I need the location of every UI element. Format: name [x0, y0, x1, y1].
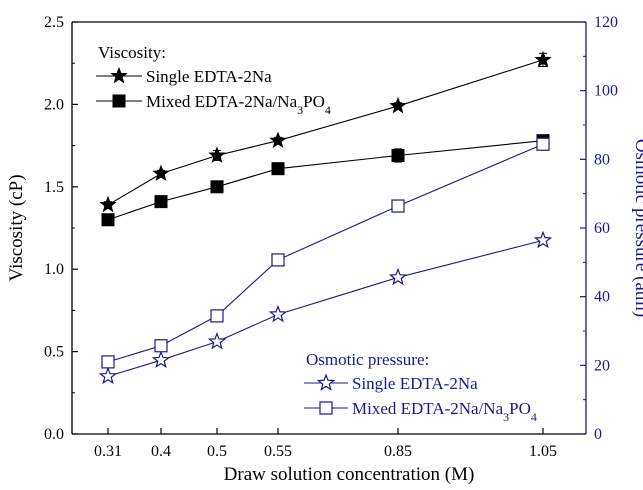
- data-point: [210, 180, 224, 194]
- right-tick-label: 80: [594, 151, 610, 168]
- data-point: [101, 213, 115, 227]
- legend-viscosity-symbols: [96, 66, 142, 108]
- data-point: [152, 164, 170, 181]
- x-tick-label: 0.55: [264, 443, 292, 460]
- data-point: [271, 162, 285, 176]
- data-point: [391, 199, 405, 213]
- data-point: [268, 304, 288, 323]
- legend-osmotic-entry-1: Single EDTA-2Na: [352, 374, 478, 393]
- x-tick-label: 0.31: [94, 443, 122, 460]
- data-point: [154, 339, 168, 353]
- data-point: [388, 267, 408, 286]
- left-tick-label: 1.5: [44, 179, 64, 196]
- left-tick-label: 1.0: [44, 261, 64, 278]
- series-4: [101, 137, 550, 369]
- data-point: [208, 146, 226, 163]
- x-axis-ticks: 0.31 0.4 0.5 0.55 0.85 1.05: [94, 428, 557, 460]
- legend-viscosity: Viscosity: Single EDTA-2Na Mixed EDTA-2N…: [96, 43, 331, 117]
- right-tick-label: 0: [594, 426, 602, 443]
- legend-marker: [112, 94, 126, 108]
- x-tick-label: 0.4: [151, 443, 171, 460]
- right-tick-label: 120: [594, 14, 618, 31]
- right-tick-label: 20: [594, 357, 610, 374]
- data-point: [151, 350, 171, 369]
- data-point: [533, 230, 553, 249]
- legend-marker: [316, 373, 336, 391]
- legend-osmotic-symbols: [304, 373, 348, 415]
- data-point: [271, 253, 285, 267]
- data-point: [101, 355, 115, 369]
- series-1: [99, 50, 552, 213]
- left-tick-label: 2.0: [44, 96, 64, 113]
- data-point: [99, 195, 117, 213]
- data-point: [98, 366, 118, 385]
- series-line: [107, 140, 544, 221]
- legend-viscosity-title: Viscosity:: [98, 43, 166, 62]
- left-axis-ticks: 0.0 0.5 1.0 1.5 2.0 2.5: [44, 14, 78, 443]
- x-axis-label: Draw solution concentration (M): [224, 464, 475, 485]
- left-tick-label: 0.0: [44, 426, 64, 443]
- data-point: [269, 131, 287, 149]
- left-axis-label: Viscosity (cP): [6, 174, 27, 281]
- data-point: [534, 50, 552, 68]
- right-tick-label: 100: [594, 83, 618, 100]
- x-tick-label: 1.05: [529, 443, 557, 460]
- right-axis-label: Osmotic pressure (atm): [631, 139, 643, 317]
- data-point: [389, 96, 407, 114]
- legend-marker: [110, 66, 128, 84]
- right-axis-ticks: 0 20 40 60 80 100 120: [580, 14, 618, 443]
- data-point: [207, 331, 227, 350]
- right-tick-label: 40: [594, 289, 610, 306]
- legend-viscosity-entry-1: Single EDTA-2Na: [146, 67, 272, 86]
- series-line: [107, 143, 544, 363]
- data-point: [536, 137, 550, 151]
- legend-marker: [319, 401, 333, 415]
- left-tick-label: 0.5: [44, 344, 64, 361]
- data-point: [210, 309, 224, 323]
- legend-viscosity-entry-2: Mixed EDTA-2Na/Na3PO4: [146, 92, 331, 117]
- series-3: [98, 230, 553, 385]
- series-2: [101, 134, 550, 227]
- series-line: [107, 239, 544, 377]
- data-point: [391, 148, 405, 162]
- legend-osmotic: Osmotic pressure: Single EDTA-2Na Mixed …: [304, 350, 537, 424]
- data-point: [154, 195, 168, 209]
- right-tick-label: 60: [594, 220, 610, 237]
- series-layer: [98, 50, 553, 385]
- x-tick-label: 0.85: [384, 443, 412, 460]
- series-line: [107, 59, 544, 206]
- legend-osmotic-title: Osmotic pressure:: [306, 350, 429, 369]
- left-tick-label: 2.5: [44, 14, 64, 31]
- x-tick-label: 0.5: [207, 443, 227, 460]
- legend-osmotic-entry-2: Mixed EDTA-2Na/Na3PO4: [352, 399, 537, 424]
